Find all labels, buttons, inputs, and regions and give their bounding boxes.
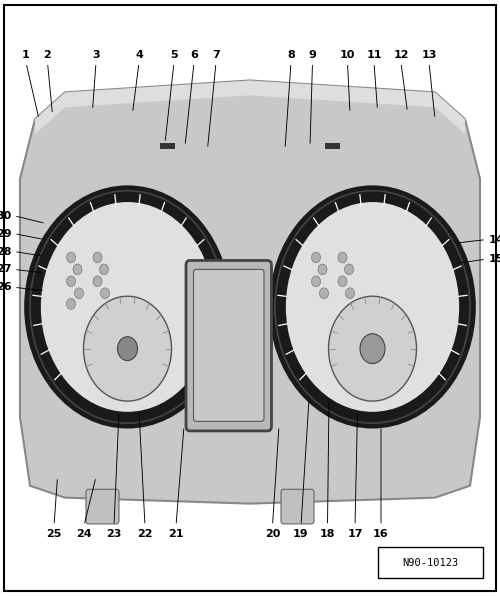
- Text: 2: 2: [44, 49, 52, 60]
- Circle shape: [73, 264, 82, 275]
- Text: 28: 28: [0, 247, 12, 256]
- Circle shape: [74, 288, 84, 299]
- Text: 20: 20: [265, 529, 280, 539]
- Text: 21: 21: [168, 529, 184, 539]
- Text: 25: 25: [46, 529, 62, 539]
- Text: 16: 16: [373, 529, 389, 539]
- Text: 13: 13: [422, 49, 436, 60]
- Text: 15: 15: [488, 254, 500, 264]
- Circle shape: [30, 191, 225, 423]
- Text: 26: 26: [0, 283, 12, 292]
- Text: 4: 4: [135, 49, 143, 60]
- FancyBboxPatch shape: [86, 489, 119, 524]
- Circle shape: [66, 299, 76, 309]
- Circle shape: [93, 276, 102, 287]
- Text: 1: 1: [22, 49, 30, 60]
- Bar: [160, 143, 175, 149]
- Text: 14: 14: [488, 235, 500, 244]
- Circle shape: [84, 296, 172, 401]
- Circle shape: [338, 252, 347, 263]
- Bar: [378, 547, 482, 578]
- Text: 3: 3: [92, 49, 100, 60]
- Text: 8: 8: [287, 49, 295, 60]
- Circle shape: [344, 264, 354, 275]
- Circle shape: [346, 288, 354, 299]
- Circle shape: [320, 288, 328, 299]
- FancyBboxPatch shape: [194, 269, 264, 421]
- Text: 29: 29: [0, 229, 12, 238]
- Text: 11: 11: [366, 49, 382, 60]
- Text: N90-10123: N90-10123: [402, 558, 458, 567]
- Text: 9: 9: [308, 49, 316, 60]
- Circle shape: [93, 252, 102, 263]
- FancyBboxPatch shape: [281, 489, 314, 524]
- Text: 22: 22: [137, 529, 153, 539]
- Text: 18: 18: [320, 529, 335, 539]
- Text: 19: 19: [293, 529, 309, 539]
- Circle shape: [318, 264, 327, 275]
- Bar: [325, 143, 340, 149]
- Circle shape: [360, 334, 385, 364]
- Text: 10: 10: [340, 49, 355, 60]
- Text: 17: 17: [347, 529, 363, 539]
- Circle shape: [100, 264, 108, 275]
- Text: 23: 23: [106, 529, 122, 539]
- Text: 30: 30: [0, 211, 12, 221]
- Polygon shape: [35, 80, 465, 134]
- Text: 6: 6: [190, 49, 198, 60]
- Circle shape: [66, 276, 76, 287]
- Circle shape: [338, 276, 347, 287]
- Text: 5: 5: [170, 49, 178, 60]
- Text: 7: 7: [212, 49, 220, 60]
- Circle shape: [66, 252, 76, 263]
- Circle shape: [312, 276, 320, 287]
- Text: 12: 12: [393, 49, 409, 60]
- Circle shape: [328, 296, 416, 401]
- Circle shape: [312, 252, 320, 263]
- Circle shape: [100, 288, 110, 299]
- Text: 24: 24: [76, 529, 92, 539]
- Circle shape: [275, 191, 470, 423]
- Circle shape: [118, 337, 138, 361]
- FancyBboxPatch shape: [186, 260, 272, 431]
- Text: 27: 27: [0, 265, 12, 274]
- Polygon shape: [20, 80, 480, 504]
